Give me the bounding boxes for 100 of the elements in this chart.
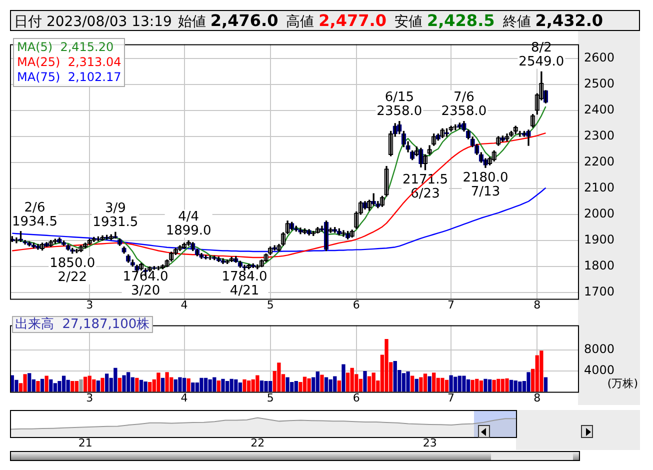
bar [440,378,444,392]
bar [70,380,74,392]
text: MA(75) 2,102.17 [17,70,122,85]
annotation: 7/6 2358.0 [441,90,487,120]
y-tick-label: 2600 [584,50,615,65]
bar [230,378,234,392]
x-tick-label: 7 [448,298,455,312]
bar [406,372,410,392]
bar [144,382,148,392]
bar [200,378,204,392]
bar [165,372,169,392]
y-tick-label: 2500 [584,76,615,91]
bar [518,382,522,392]
bar [234,379,238,392]
bar [540,350,544,392]
bar [104,374,109,392]
y-tick-label: 2200 [584,154,615,169]
text: 高値 2,477.0 [286,11,386,30]
bar [212,377,216,392]
bar [114,368,118,392]
bar [526,372,530,392]
bar [514,380,518,392]
x-tick-label: 8 [534,391,541,404]
bar [432,372,436,392]
bar [410,376,414,392]
bar [238,382,242,392]
bar [191,382,195,392]
x-tick-label: 22 [250,436,265,450]
bar [419,377,423,392]
bar [320,374,324,392]
bar [337,380,342,392]
x-tick-label: 6 [352,298,360,312]
bar [139,380,144,392]
bar [122,375,126,392]
y-tick-label: 2000 [584,206,615,220]
bar [479,380,484,392]
bar [260,380,264,392]
bar [53,383,58,392]
bar [28,373,32,392]
bar [79,379,83,392]
bar [302,376,307,392]
text: MA(25) 2,313.04 [17,55,122,70]
bar [186,378,190,392]
bar [367,376,372,392]
bar [509,380,514,392]
bar [36,380,40,392]
y-tick-label: 8000 [584,342,615,356]
y-tick-label: 1800 [584,258,615,272]
bar [100,378,104,392]
bar [505,378,509,392]
bar [221,378,225,392]
x-tick-label: 21 [78,436,92,450]
bar [148,382,152,392]
x-tick-label: 8 [534,298,541,312]
bar [88,376,92,392]
annotation: 2180.0 7/13 [462,170,508,200]
bar [208,379,212,392]
bar [135,378,139,392]
bar [83,376,88,392]
bar [372,372,376,392]
bar [49,379,53,392]
bar [466,379,470,392]
bar [66,380,70,392]
x-tick-label: 5 [266,391,274,404]
bar [496,378,500,392]
y-tick-label: 1700 [584,284,615,298]
bar [160,378,165,392]
bar [294,380,298,392]
x-tick-label: 23 [422,436,437,450]
x-tick-label: 3 [86,391,94,404]
text: 安値 2,428.5 [394,11,495,30]
y-tick-label: 4000 [584,362,615,377]
bar [328,379,332,392]
annotation: 2/6 1934.5 [12,200,58,230]
y-tick-label: 2400 [584,102,615,117]
x-tick-label: 5 [266,298,274,312]
bar [470,380,474,392]
bar [242,379,246,392]
bar [23,374,27,392]
bar [286,377,290,392]
bar [324,377,328,392]
bar [118,378,122,392]
bar [225,380,230,392]
text: MA(5) 2,415.20 [17,40,115,55]
bar [423,374,428,392]
x-tick-label: 6 [352,391,360,404]
annotation: 4/4 1899.0 [166,209,212,238]
annotation: 3/9 1931.5 [92,201,138,230]
bar [156,372,160,392]
text: 終値 2,432.0 [502,11,604,30]
text: 日付 2023/08/03 13:19 [14,14,172,30]
y-tick-label: 1900 [584,232,615,246]
bar [182,378,186,392]
annotation: 1784.0 4/21 [222,270,268,299]
bar [246,380,251,392]
bar [44,376,48,392]
bar [256,375,260,392]
bar [204,378,208,392]
bar [40,378,44,392]
y-tick-label: 2100 [584,180,615,195]
